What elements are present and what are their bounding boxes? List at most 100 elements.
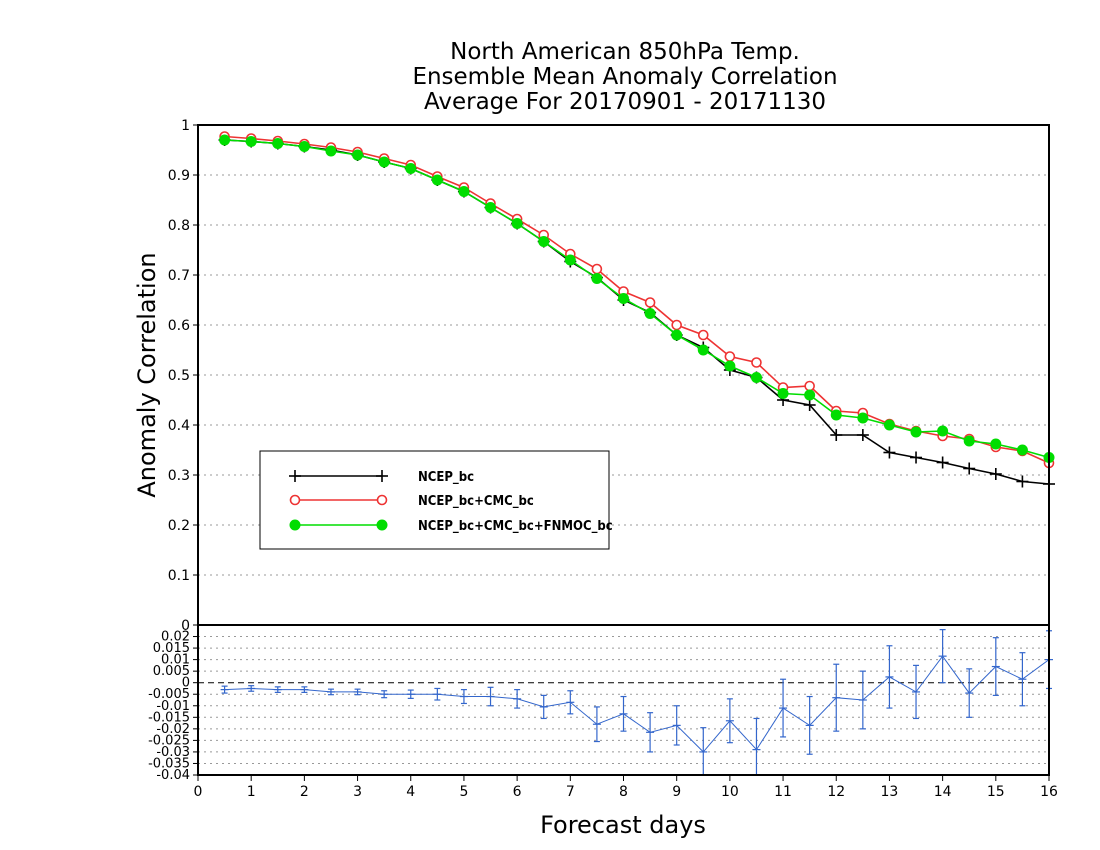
data-point	[458, 186, 470, 197]
data-point	[910, 426, 922, 438]
series-line	[224, 139, 1050, 459]
diff-y-tick-label: -0.015	[148, 710, 190, 725]
data-point	[724, 351, 736, 362]
x-tick-label: 3	[353, 784, 362, 800]
data-point	[697, 344, 709, 356]
data-point	[485, 202, 497, 213]
data-point	[511, 218, 523, 229]
data-point	[591, 273, 603, 284]
data-point	[963, 435, 975, 447]
data-point	[644, 297, 656, 308]
chart-title-line-2: Ensemble Mean Anomaly Correlation	[412, 64, 837, 90]
data-point	[376, 494, 388, 506]
y-tick-label: 0.7	[168, 268, 190, 284]
data-point	[431, 174, 443, 186]
data-point	[298, 141, 310, 152]
data-point	[245, 136, 257, 147]
y-tick-label: 0.4	[168, 418, 190, 434]
y-tick-label: 0.1	[168, 568, 190, 584]
x-axis-label: Forecast days	[540, 811, 706, 839]
diff-y-tick-label: -0.005	[148, 687, 190, 702]
diff-y-tick-label: 0.02	[161, 630, 190, 645]
diff-y-axis-ticks: 0.020.0150.010.0050-0.005-0.01-0.015-0.0…	[148, 630, 198, 783]
y-axis-ticks: 0 0.1 0.2 0.3 0.4 0.5 0.6 0.7 0.8 0.9 1	[168, 118, 198, 634]
data-point	[219, 134, 231, 146]
y-tick-label: 0	[181, 618, 190, 634]
diff-y-tick-label: 0.015	[153, 641, 190, 656]
x-tick-label: 13	[881, 784, 899, 800]
legend-label: NCEP_bc+CMC_bc+FNMOC_bc	[418, 519, 613, 534]
data-point	[538, 236, 550, 247]
diff-plot	[220, 629, 1053, 776]
data-point	[671, 319, 682, 331]
data-point	[376, 519, 388, 531]
x-axis-ticks: 0 1 2 3 4 5 6 7 8 9 10 11 12 13 14 15 16	[194, 775, 1058, 800]
x-tick-label: 0	[194, 784, 203, 800]
x-tick-label: 12	[827, 784, 845, 800]
x-tick-label: 7	[566, 784, 575, 800]
y-tick-label: 0.3	[168, 468, 190, 484]
data-point	[564, 254, 576, 266]
x-tick-label: 1	[247, 784, 256, 800]
diff-y-tick-label: -0.025	[148, 733, 190, 748]
main-grid	[198, 174, 1049, 576]
legend: NCEP_bc NCEP_bc+CMC_bc NCEP_bc+CMC_bc+FNMO…	[259, 450, 613, 550]
diff-y-tick-label: -0.01	[156, 699, 190, 714]
data-point	[750, 372, 762, 383]
data-point	[618, 293, 629, 304]
data-point	[804, 380, 815, 392]
data-point	[272, 138, 284, 149]
x-tick-label: 2	[300, 784, 309, 800]
data-point	[804, 389, 816, 401]
diff-line	[224, 655, 1050, 753]
data-point	[1016, 444, 1028, 456]
y-tick-label: 0.6	[168, 318, 190, 334]
data-point	[751, 357, 762, 368]
data-point	[857, 412, 869, 424]
data-point	[671, 329, 683, 341]
x-tick-label: 16	[1040, 784, 1058, 800]
legend-label: NCEP_bc+CMC_bc	[418, 494, 534, 509]
chart-title-line-3: Average For 20170901 - 20171130	[424, 89, 826, 115]
y-tick-label: 0.8	[168, 218, 190, 234]
diff-grid	[198, 636, 1049, 776]
data-point	[405, 163, 417, 174]
y-tick-label: 1	[181, 118, 190, 134]
diff-y-tick-label: 0.005	[153, 664, 190, 679]
data-point	[883, 419, 895, 431]
diff-y-tick-label: -0.035	[148, 756, 190, 771]
x-tick-label: 9	[672, 784, 681, 800]
y-tick-label: 0.9	[168, 168, 190, 184]
diff-y-tick-label: 0	[182, 676, 190, 691]
data-point	[697, 329, 709, 341]
diff-y-tick-label: -0.02	[156, 722, 190, 737]
x-tick-label: 10	[721, 784, 739, 800]
x-tick-label: 14	[934, 784, 952, 800]
data-point	[990, 438, 1002, 450]
data-point	[644, 308, 656, 319]
main-plot	[218, 131, 1055, 490]
data-point	[352, 149, 364, 161]
x-tick-label: 15	[987, 784, 1005, 800]
data-point	[378, 156, 390, 168]
data-point	[937, 425, 949, 437]
data-point	[724, 360, 736, 372]
y-axis-label: Anomaly Correlation	[133, 252, 161, 497]
x-tick-label: 8	[619, 784, 628, 800]
series-line	[224, 135, 1050, 464]
x-tick-label: 11	[774, 784, 792, 800]
x-tick-label: 5	[459, 784, 468, 800]
data-point	[289, 519, 301, 531]
diff-y-tick-label: 0.01	[161, 653, 190, 668]
y-tick-label: 0.2	[168, 518, 190, 534]
diff-y-tick-label: -0.04	[156, 768, 190, 783]
data-point	[830, 409, 842, 421]
legend-label: NCEP_bc	[418, 470, 474, 485]
x-tick-label: 6	[513, 784, 522, 800]
diff-y-tick-label: -0.03	[156, 745, 190, 760]
chart-title-line-1: North American 850hPa Temp.	[450, 39, 800, 65]
x-tick-label: 4	[406, 784, 415, 800]
data-point	[325, 145, 337, 157]
data-point	[591, 263, 603, 275]
data-point	[777, 388, 789, 399]
